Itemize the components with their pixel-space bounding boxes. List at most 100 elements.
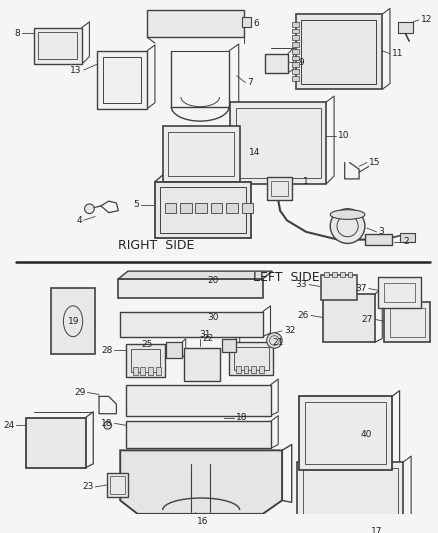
- Polygon shape: [118, 271, 272, 279]
- Bar: [321, 275, 357, 300]
- Text: 29: 29: [74, 388, 85, 397]
- Text: 30: 30: [207, 313, 219, 322]
- Bar: [211, 203, 223, 213]
- Bar: [107, 473, 128, 497]
- Bar: [325, 272, 329, 277]
- Text: 37: 37: [355, 284, 367, 293]
- Bar: [184, 348, 220, 381]
- Bar: [244, 366, 248, 373]
- Bar: [259, 366, 264, 373]
- Bar: [223, 338, 236, 352]
- Text: 17: 17: [371, 527, 382, 533]
- Text: 5: 5: [134, 200, 139, 209]
- Bar: [166, 342, 182, 358]
- Circle shape: [330, 209, 365, 244]
- Bar: [292, 62, 300, 67]
- Bar: [303, 467, 398, 533]
- Bar: [195, 203, 207, 213]
- Bar: [168, 132, 234, 176]
- Bar: [292, 69, 300, 74]
- Bar: [322, 294, 374, 342]
- Text: 23: 23: [82, 482, 93, 491]
- Polygon shape: [120, 450, 282, 514]
- Bar: [265, 54, 288, 73]
- Bar: [180, 203, 191, 213]
- Bar: [340, 272, 345, 277]
- Text: 13: 13: [70, 66, 82, 75]
- Text: 26: 26: [298, 311, 309, 320]
- Polygon shape: [118, 279, 263, 298]
- Bar: [230, 102, 326, 184]
- Bar: [236, 366, 240, 373]
- Text: 10: 10: [338, 131, 350, 140]
- Text: 14: 14: [249, 148, 261, 157]
- Bar: [126, 344, 165, 377]
- Bar: [292, 22, 300, 27]
- Bar: [292, 55, 300, 60]
- Text: 19: 19: [68, 317, 80, 326]
- Bar: [133, 367, 138, 375]
- Bar: [162, 126, 240, 182]
- Bar: [399, 233, 415, 243]
- Bar: [155, 182, 251, 238]
- Bar: [126, 422, 271, 448]
- Circle shape: [269, 336, 279, 345]
- Text: 31: 31: [199, 330, 211, 339]
- Bar: [34, 28, 82, 64]
- Bar: [236, 108, 321, 178]
- Bar: [365, 234, 392, 245]
- Circle shape: [388, 527, 399, 533]
- Bar: [110, 477, 125, 494]
- Bar: [97, 51, 147, 109]
- Bar: [292, 42, 300, 47]
- Text: 4: 4: [76, 216, 82, 225]
- Bar: [384, 282, 415, 302]
- Bar: [229, 342, 273, 375]
- Bar: [292, 76, 300, 80]
- Bar: [292, 49, 300, 54]
- Text: 11: 11: [392, 49, 403, 58]
- Text: 21: 21: [272, 338, 284, 347]
- Bar: [242, 17, 251, 27]
- Text: 22: 22: [202, 334, 213, 343]
- Bar: [103, 56, 141, 103]
- Bar: [148, 367, 153, 375]
- Bar: [242, 203, 253, 213]
- Text: 27: 27: [361, 315, 373, 324]
- Text: 18: 18: [236, 413, 247, 422]
- Bar: [147, 10, 244, 37]
- Bar: [271, 181, 288, 196]
- Circle shape: [85, 204, 94, 214]
- Text: LEFT  SIDE: LEFT SIDE: [253, 271, 320, 284]
- Bar: [292, 35, 300, 40]
- Bar: [226, 203, 238, 213]
- Ellipse shape: [64, 306, 83, 337]
- Bar: [300, 397, 392, 470]
- Bar: [378, 277, 421, 308]
- Text: 9: 9: [298, 58, 304, 67]
- Bar: [305, 402, 386, 464]
- Text: 12: 12: [421, 15, 432, 25]
- Bar: [267, 177, 292, 200]
- Text: 28: 28: [101, 345, 113, 354]
- Text: 1: 1: [303, 177, 309, 187]
- Bar: [160, 187, 247, 233]
- Text: 40: 40: [361, 431, 372, 439]
- Circle shape: [337, 215, 358, 237]
- Text: 20: 20: [207, 276, 218, 285]
- Ellipse shape: [330, 209, 365, 220]
- Bar: [141, 367, 145, 375]
- Text: RIGHT  SIDE: RIGHT SIDE: [118, 239, 194, 252]
- Bar: [156, 367, 161, 375]
- Bar: [332, 272, 337, 277]
- Bar: [297, 462, 403, 533]
- Text: 15: 15: [369, 158, 380, 167]
- Bar: [131, 349, 160, 372]
- Bar: [251, 366, 256, 373]
- Text: 6: 6: [253, 19, 259, 28]
- Bar: [26, 417, 85, 467]
- Text: 33: 33: [296, 280, 307, 289]
- Bar: [390, 308, 424, 337]
- Bar: [398, 22, 413, 34]
- Text: 3: 3: [378, 228, 384, 236]
